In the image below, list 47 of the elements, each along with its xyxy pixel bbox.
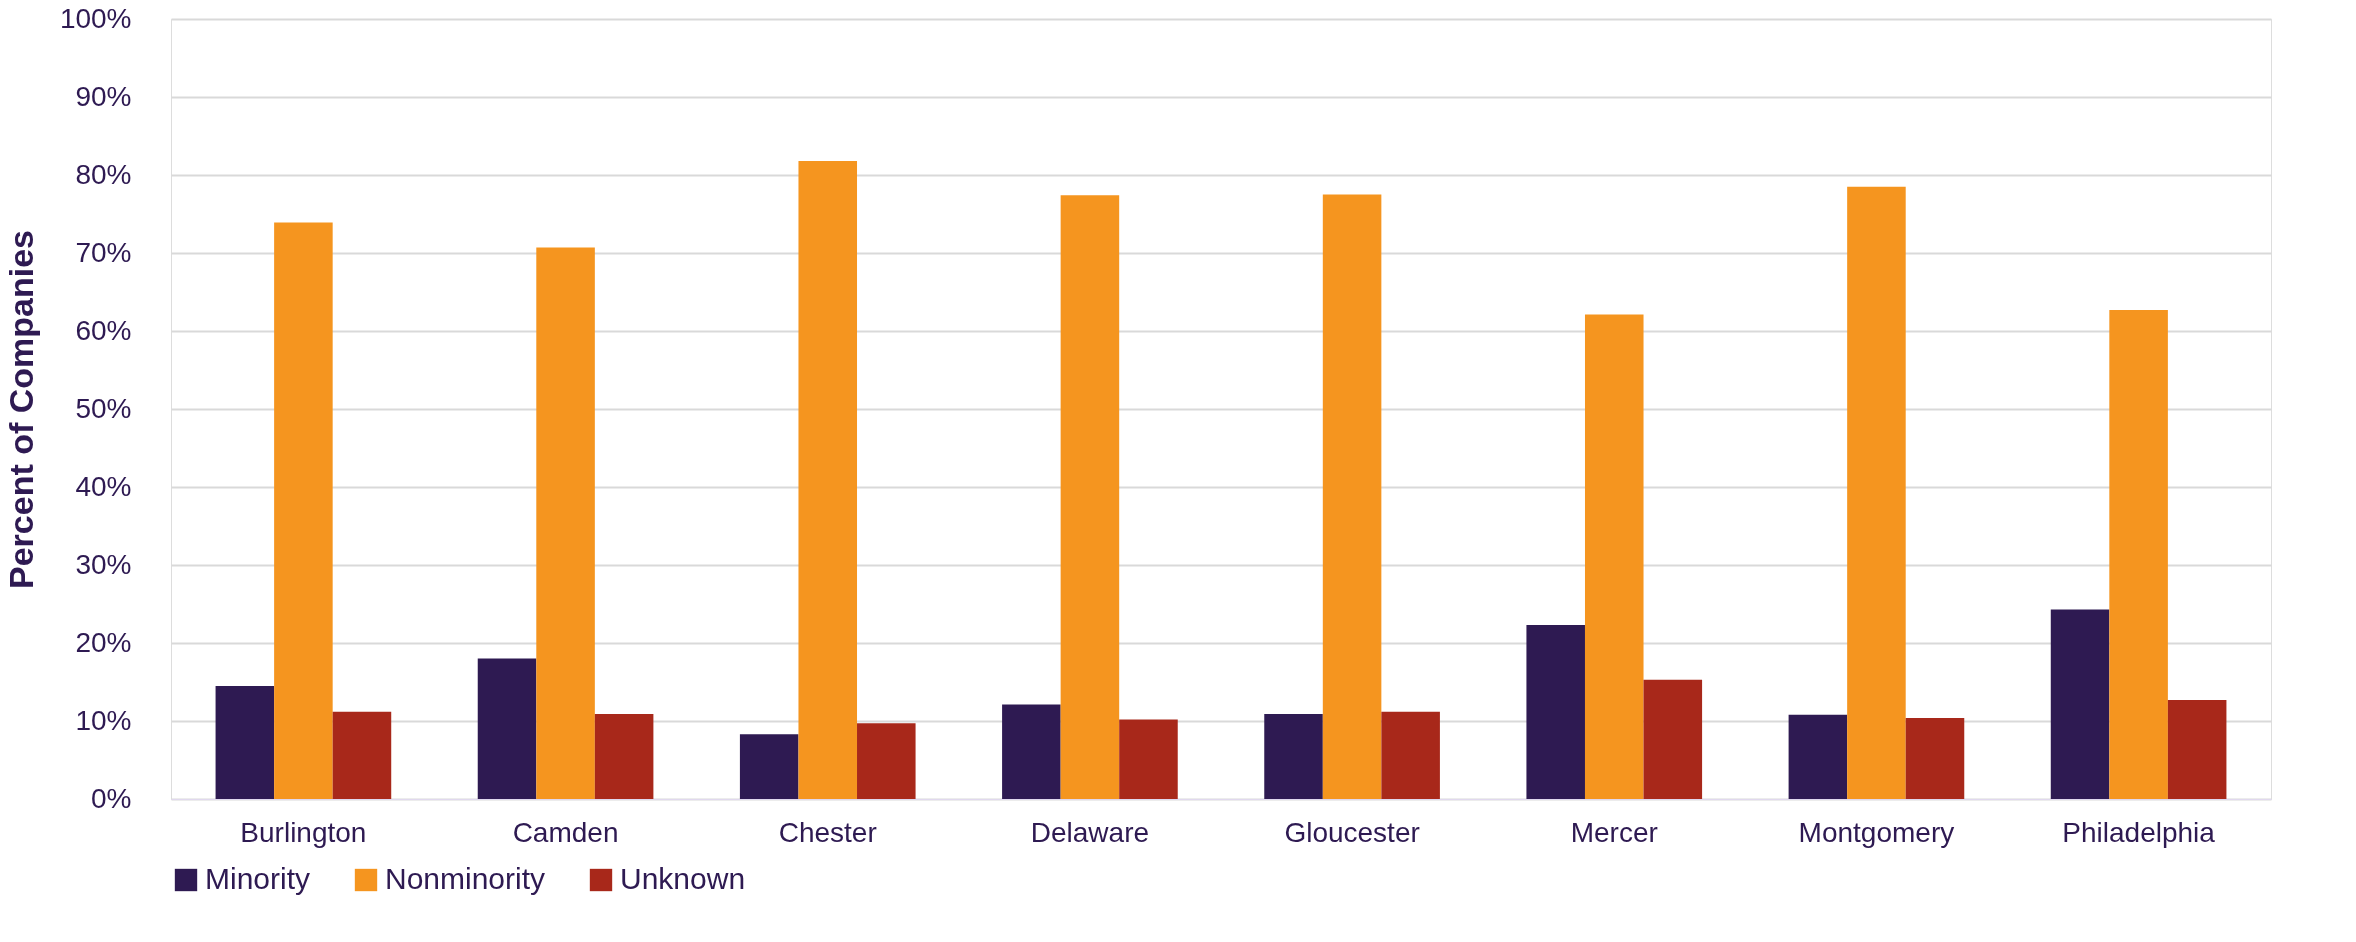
bar <box>1119 719 1178 799</box>
bar <box>1847 186 1906 799</box>
y-tick-label: 90% <box>75 80 132 112</box>
x-tick-label: Camden <box>512 816 619 848</box>
x-tick-label: Burlington <box>240 816 367 848</box>
y-tick-label: 20% <box>75 626 132 658</box>
bar <box>857 723 916 799</box>
x-tick-label: Philadelphia <box>2062 816 2216 848</box>
x-tick-label: Montgomery <box>1798 816 1955 848</box>
y-tick-label: 0% <box>91 782 132 814</box>
bar <box>477 658 537 799</box>
bar <box>1060 195 1120 799</box>
y-axis-title: Percent of Companies <box>1 230 40 589</box>
legend-label: Minority <box>205 862 311 895</box>
legend-label: Nonminority <box>385 862 546 895</box>
x-tick-label: Gloucester <box>1284 816 1420 848</box>
bar <box>1002 704 1061 799</box>
bar <box>215 685 275 799</box>
y-tick-label: 30% <box>75 548 132 580</box>
bar <box>2167 699 2227 799</box>
bar <box>1264 713 1323 799</box>
bar <box>1322 194 1382 799</box>
legend-label: Unknown <box>620 862 746 895</box>
x-tick-label: Chester <box>778 816 877 848</box>
bar <box>2050 609 2110 799</box>
bar <box>2109 309 2168 799</box>
bar <box>1526 625 1585 799</box>
bar <box>274 222 333 799</box>
bar <box>1788 714 1848 799</box>
bar <box>798 160 858 799</box>
bar <box>1643 679 1703 799</box>
y-tick-label: 80% <box>75 158 132 190</box>
bar <box>594 713 654 799</box>
bar <box>536 247 595 799</box>
y-tick-label: 10% <box>75 704 132 736</box>
x-tick-label: Mercer <box>1570 816 1658 848</box>
y-tick-label: 100% <box>59 2 132 34</box>
bar <box>1905 717 1965 799</box>
y-tick-label: 70% <box>75 236 132 268</box>
y-tick-label: 60% <box>75 314 132 346</box>
x-tick-label: Delaware <box>1030 816 1150 848</box>
bar <box>332 711 392 799</box>
y-tick-label: 40% <box>75 470 132 502</box>
bar <box>1584 314 1644 799</box>
y-tick-label: 50% <box>75 392 132 424</box>
bar <box>1381 711 1440 799</box>
bar <box>739 734 799 799</box>
